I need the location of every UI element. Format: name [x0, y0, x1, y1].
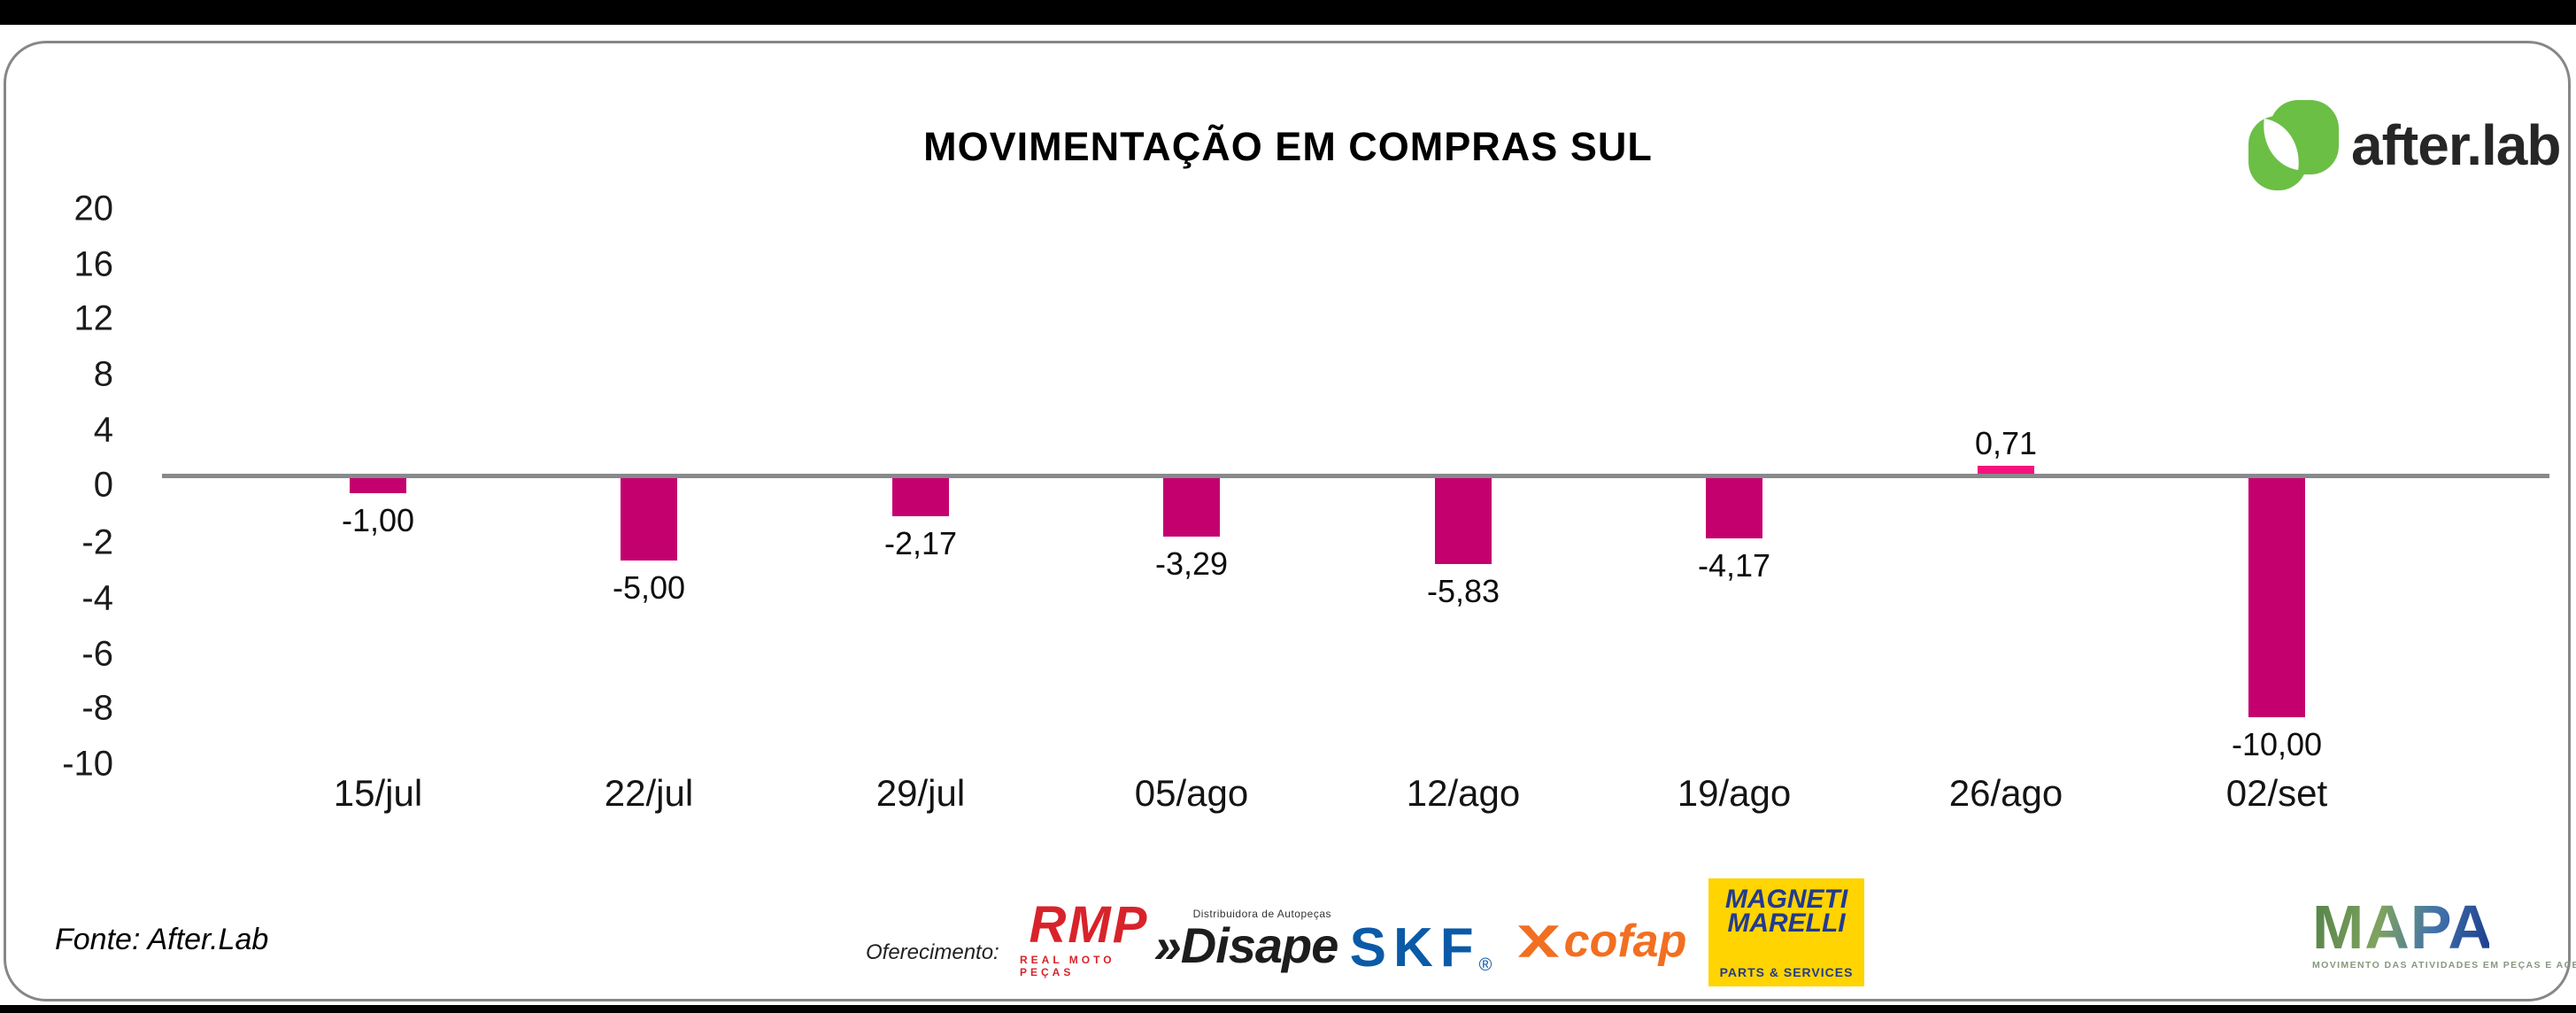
x-tick-label: 05/ago: [1134, 772, 1249, 814]
magneti-marelli-logo: MAGNETI MARELLI PARTS & SERVICES: [1708, 878, 1864, 986]
mapa-wordmark: MAPA: [2312, 893, 2494, 962]
bar: [2248, 478, 2305, 717]
x-tick-label: 19/ago: [1677, 772, 1792, 814]
bar: [621, 478, 677, 561]
y-tick-label: -4: [81, 578, 113, 618]
cofap-logo: cofap: [1516, 912, 1689, 970]
y-tick-label: 12: [73, 298, 114, 338]
cofap-x-icon: [1517, 925, 1559, 957]
skf-wordmark: SKF: [1349, 917, 1481, 978]
source-label: Fonte: After.Lab: [55, 923, 269, 956]
bar: [1706, 478, 1762, 538]
afterlab-wordmark: after.lab: [2351, 113, 2561, 177]
y-tick-label: 20: [73, 189, 114, 228]
mapa-tagline: MOVIMENTO DAS ATIVIDADES EM PEÇAS E ACES…: [2312, 960, 2576, 970]
skf-logo: SKF ®: [1341, 905, 1500, 976]
bar: [1163, 478, 1220, 537]
magneti-tagline: PARTS & SERVICES: [1719, 965, 1854, 979]
y-tick-label: 16: [73, 244, 114, 284]
rmp-tagline: REAL MOTO PEÇAS: [1020, 954, 1115, 978]
rmp-logo: RMP REAL MOTO PEÇAS: [1020, 896, 1158, 979]
top-black-bar: [0, 0, 2576, 25]
x-tick-label: 26/ago: [1948, 772, 2063, 814]
afterlab-leaf-icon: [2248, 100, 2339, 190]
sponsors-label: Oferecimento:: [866, 940, 999, 964]
y-tick-label: 4: [93, 410, 113, 450]
afterlab-logo: after.lab: [2248, 99, 2561, 191]
cofap-wordmark: cofap: [1563, 916, 1687, 967]
registered-mark-icon: ®: [1478, 955, 1492, 975]
bar-value-label: -2,17: [883, 525, 958, 561]
y-tick-label: -6: [81, 634, 113, 674]
chart-title: MOVIMENTAÇÃO EM COMPRAS SUL: [923, 124, 1653, 169]
magneti-line2: MARELLI: [1727, 909, 1846, 938]
bottom-black-bar: [0, 1005, 2576, 1013]
disape-wordmark: »Disape: [1153, 917, 1339, 973]
bar-value-label: 0,71: [1974, 425, 2038, 461]
x-tick-label: 12/ago: [1406, 772, 1521, 814]
zero-axis-line: [162, 474, 2549, 478]
bar-value-label: -1,00: [341, 502, 415, 538]
bar-value-label: -4,17: [1697, 547, 1771, 584]
disape-logo: Distribuidora de Autopeças »Disape: [1153, 901, 1339, 978]
x-tick-label: 15/jul: [333, 772, 423, 814]
y-tick-label: 8: [93, 354, 113, 394]
rmp-wordmark: RMP: [1029, 896, 1149, 954]
y-tick-label: 0: [93, 465, 113, 505]
x-tick-label: 02/set: [2225, 772, 2328, 814]
y-tick-label: -2: [81, 522, 113, 562]
bar: [1435, 478, 1492, 564]
bar: [350, 478, 406, 493]
y-tick-label: -8: [81, 688, 113, 728]
bar-value-label: -10,00: [2231, 726, 2323, 762]
bar: [892, 478, 949, 516]
x-tick-label: 29/jul: [875, 772, 966, 814]
bar: [1978, 466, 2034, 474]
magneti-line1: MAGNETI: [1724, 885, 1848, 914]
x-tick-label: 22/jul: [604, 772, 694, 814]
disape-tagline: Distribuidora de Autopeças: [1192, 908, 1331, 920]
bar-value-label: -5,00: [612, 569, 686, 606]
chart-card: [4, 41, 2571, 1001]
mapa-logo: MAPA MOVIMENTO DAS ATIVIDADES EM PEÇAS E…: [2312, 893, 2576, 970]
bar-value-label: -3,29: [1154, 545, 1229, 582]
bar-value-label: -5,83: [1426, 573, 1500, 609]
magneti-wordmark: MAGNETI MARELLI: [1724, 885, 1848, 938]
y-tick-label: -10: [62, 744, 113, 784]
